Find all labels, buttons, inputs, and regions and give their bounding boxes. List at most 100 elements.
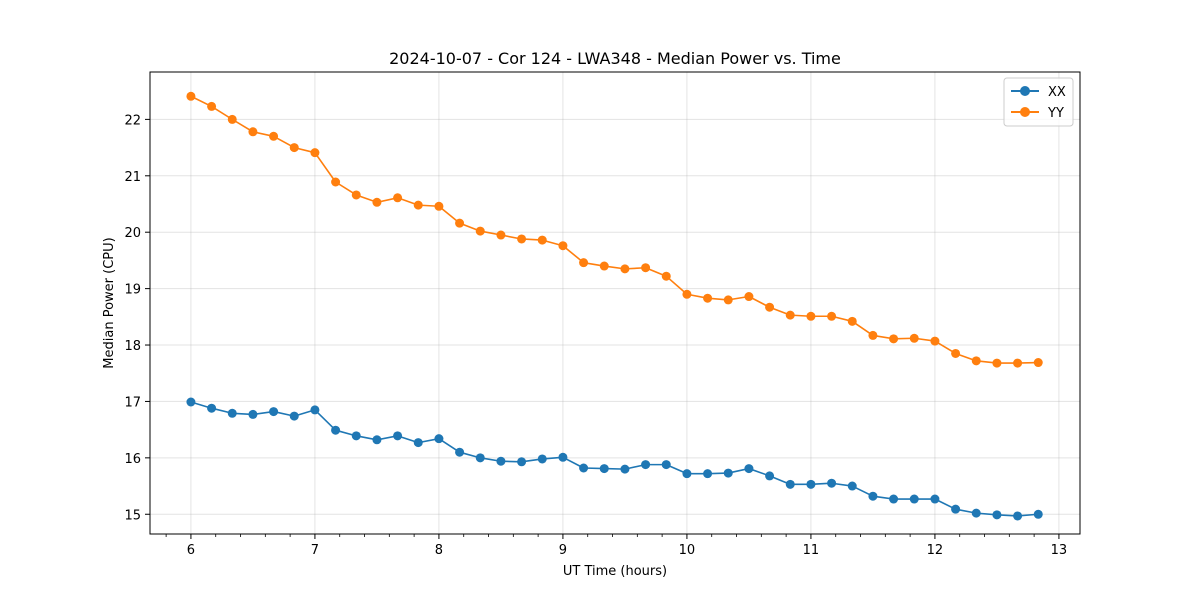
data-point-yy xyxy=(393,193,403,203)
data-point-xx xyxy=(537,454,547,464)
data-point-yy xyxy=(827,311,837,321)
data-point-xx xyxy=(703,469,713,479)
y-tick-label: 18 xyxy=(124,339,141,354)
data-point-xx xyxy=(351,431,361,441)
data-point-yy xyxy=(909,333,919,343)
data-point-xx xyxy=(310,405,320,415)
data-point-yy xyxy=(682,289,692,299)
y-tick-label: 22 xyxy=(124,113,141,128)
x-axis-label: UT Time (hours) xyxy=(563,564,667,579)
data-point-xx xyxy=(207,403,217,413)
data-point-xx xyxy=(393,431,403,441)
x-tick-label: 12 xyxy=(927,543,944,558)
data-point-yy xyxy=(331,177,341,187)
data-point-yy xyxy=(847,316,857,326)
data-point-yy xyxy=(1013,358,1023,368)
data-point-yy xyxy=(951,348,961,358)
legend-label-xx: XX xyxy=(1048,85,1066,100)
data-point-yy xyxy=(641,263,651,273)
data-point-xx xyxy=(331,425,341,435)
data-point-xx xyxy=(269,407,279,417)
legend-label-yy: YY xyxy=(1047,106,1064,121)
data-point-yy xyxy=(310,148,320,158)
data-point-yy xyxy=(744,292,754,302)
data-point-xx xyxy=(971,508,981,518)
data-point-xx xyxy=(889,494,899,504)
data-point-xx xyxy=(1013,511,1023,521)
data-point-yy xyxy=(599,261,609,271)
data-point-xx xyxy=(827,478,837,488)
data-point-xx xyxy=(248,409,258,419)
data-point-yy xyxy=(227,114,237,124)
data-point-yy xyxy=(558,241,568,251)
data-point-yy xyxy=(620,264,630,274)
y-tick-label: 20 xyxy=(124,226,141,241)
data-point-yy xyxy=(579,258,589,268)
data-point-yy xyxy=(930,336,940,346)
data-point-xx xyxy=(413,438,423,448)
y-axis-label: Median Power (CPU) xyxy=(102,237,117,368)
data-point-xx xyxy=(475,453,485,463)
data-point-xx xyxy=(1033,509,1043,519)
data-point-yy xyxy=(661,271,671,281)
y-tick-label: 15 xyxy=(124,508,141,523)
data-point-xx xyxy=(289,411,299,421)
x-tick-label: 9 xyxy=(559,543,567,558)
data-point-xx xyxy=(951,504,961,514)
x-tick-label: 6 xyxy=(187,543,195,558)
data-point-yy xyxy=(703,293,713,303)
data-point-yy xyxy=(269,131,279,141)
data-point-xx xyxy=(744,464,754,474)
data-point-xx xyxy=(847,481,857,491)
data-point-yy xyxy=(351,190,361,200)
series-layer xyxy=(186,91,1043,521)
data-point-yy xyxy=(455,218,465,228)
x-tick-label: 8 xyxy=(435,543,443,558)
plot-area-frame xyxy=(149,71,1081,535)
legend-marker-yy xyxy=(1020,107,1030,117)
data-point-xx xyxy=(227,408,237,418)
data-point-yy xyxy=(537,235,547,245)
axis-ticks: 6 7 8 9 10 11 12 13 15 16 17 18 19 20 21 22 xyxy=(124,113,1067,558)
data-point-xx xyxy=(579,463,589,473)
y-tick-label: 21 xyxy=(124,170,141,185)
data-point-yy xyxy=(289,143,299,153)
y-tick-label: 17 xyxy=(124,395,141,410)
data-point-yy xyxy=(475,226,485,236)
data-point-xx xyxy=(723,468,733,478)
data-point-yy xyxy=(434,201,444,211)
data-point-xx xyxy=(765,471,775,481)
x-tick-label: 7 xyxy=(311,543,319,558)
data-point-xx xyxy=(372,435,382,445)
data-point-xx xyxy=(806,479,816,489)
chart-title: 2024-10-07 - Cor 124 - LWA348 - Median P… xyxy=(389,49,841,68)
data-point-yy xyxy=(1033,358,1043,368)
data-point-xx xyxy=(909,494,919,504)
legend-marker-xx xyxy=(1020,86,1030,96)
data-point-xx xyxy=(599,464,609,474)
data-point-yy xyxy=(806,311,816,321)
data-point-xx xyxy=(868,491,878,501)
data-point-xx xyxy=(558,452,568,462)
x-tick-label: 10 xyxy=(679,543,696,558)
data-point-yy xyxy=(765,302,775,312)
data-point-yy xyxy=(207,101,217,111)
data-point-yy xyxy=(248,127,258,137)
data-point-yy xyxy=(496,230,506,240)
data-point-yy xyxy=(186,91,196,101)
data-point-xx xyxy=(455,447,465,457)
data-point-xx xyxy=(496,456,506,466)
data-point-yy xyxy=(372,197,382,207)
grid-lines xyxy=(150,72,1080,534)
data-point-xx xyxy=(992,510,1002,520)
data-point-yy xyxy=(889,334,899,344)
data-point-yy xyxy=(413,200,423,210)
data-point-yy xyxy=(723,295,733,305)
data-point-xx xyxy=(434,434,444,444)
y-tick-label: 19 xyxy=(124,283,141,298)
data-point-xx xyxy=(186,397,196,407)
data-point-xx xyxy=(661,460,671,470)
y-tick-label: 16 xyxy=(124,452,141,467)
data-point-xx xyxy=(517,457,527,467)
